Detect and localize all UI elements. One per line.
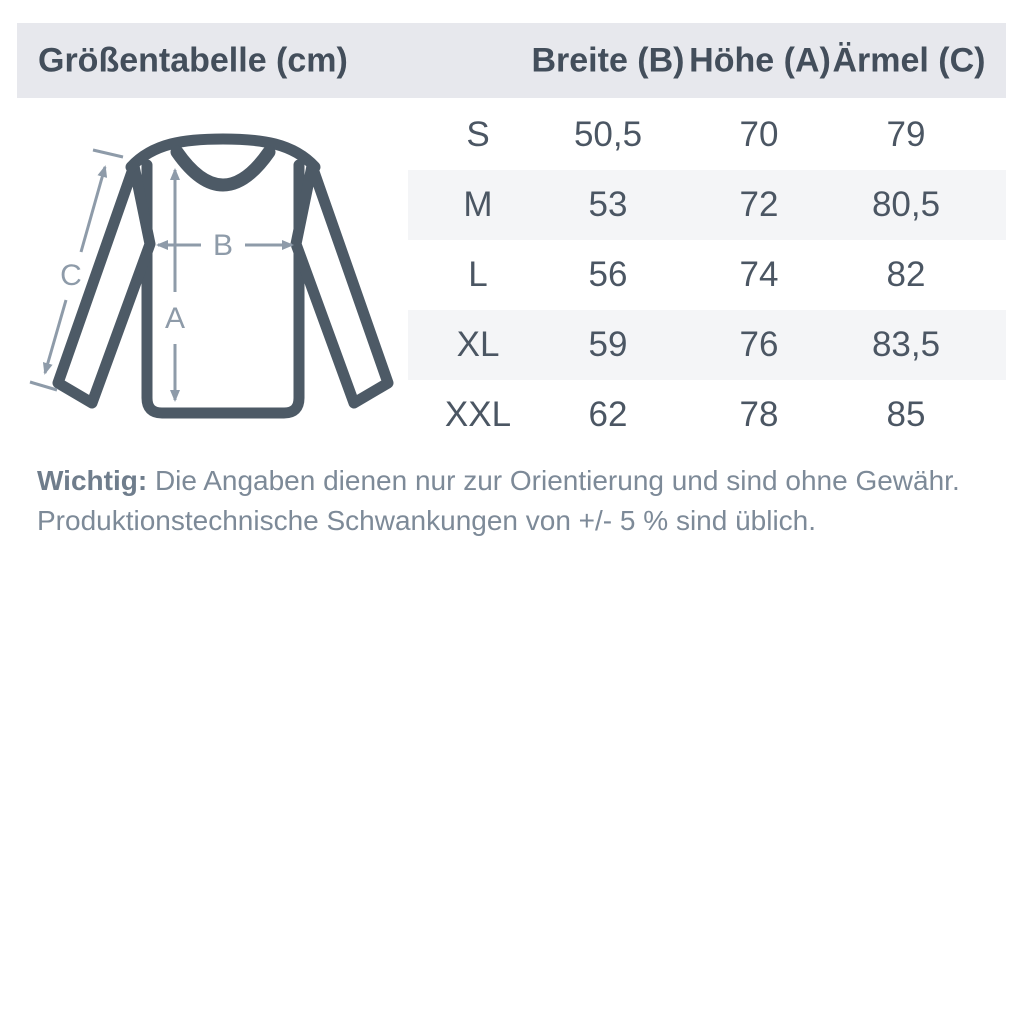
- note-line-1: Wichtig: Die Angaben dienen nur zur Orie…: [37, 465, 960, 496]
- cell-breite: 62: [588, 395, 628, 434]
- width-label: B: [213, 229, 233, 262]
- height-label: A: [165, 302, 185, 335]
- cell-aermel: 82: [886, 255, 926, 294]
- cell-aermel: 83,5: [871, 325, 941, 364]
- cell-hoehe: 72: [739, 185, 779, 224]
- sweater-outline: [52, 133, 394, 419]
- cell-size: S: [466, 115, 490, 154]
- cell-size: L: [468, 255, 488, 294]
- sweater-collar: [170, 145, 276, 192]
- cell-breite: 50,5: [573, 115, 643, 154]
- table-row-s: S 50,5 70 79: [408, 100, 1006, 170]
- cell-breite: 53: [588, 185, 628, 224]
- disclaimer-note: Wichtig: Die Angaben dienen nur zur Orie…: [37, 461, 1002, 541]
- sweater-sleeve-left: [52, 160, 156, 409]
- sleeve-tick-top: [92, 148, 124, 159]
- column-header-hoehe: Höhe (A): [689, 41, 831, 79]
- cell-breite: 56: [588, 255, 628, 294]
- sweater-sleeve-right: [290, 160, 394, 409]
- note-label: Wichtig:: [37, 465, 148, 496]
- sleeve-measure-arrow: [29, 148, 124, 392]
- cell-size: XXL: [444, 395, 512, 434]
- table-row-xxl: XXL 62 78 85: [408, 380, 1006, 450]
- cell-hoehe: 78: [739, 395, 779, 434]
- table-row-l: L 56 74 82: [408, 240, 1006, 310]
- cell-hoehe: 76: [739, 325, 779, 364]
- note-text-1: Die Angaben dienen nur zur Orientierung …: [154, 465, 960, 496]
- size-table: S 50,5 70 79 M 53 72 80,5 L 56 74 82 XL …: [408, 100, 1006, 450]
- cell-aermel: 80,5: [871, 185, 941, 224]
- cell-size: M: [463, 185, 493, 224]
- column-header-aermel: Ärmel (C): [832, 41, 986, 79]
- cell-aermel: 85: [886, 395, 926, 434]
- sleeve-tick-bottom: [29, 380, 58, 392]
- sweater-diagram: C B A: [29, 133, 394, 419]
- sweater-body: [141, 159, 305, 419]
- cell-size: XL: [456, 325, 500, 364]
- cell-hoehe: 70: [739, 115, 779, 154]
- sweater-shoulder-line: [125, 133, 321, 173]
- note-text-2: Produktionstechnische Schwankungen von +…: [37, 505, 817, 536]
- cell-hoehe: 74: [739, 255, 779, 294]
- column-header-breite: Breite (B): [531, 41, 685, 79]
- table-header: Größentabelle (cm) Breite (B) Höhe (A) Ä…: [17, 23, 1006, 98]
- table-row-m: M 53 72 80,5: [408, 170, 1006, 240]
- cell-aermel: 79: [886, 115, 926, 154]
- table-row-xl: XL 59 76 83,5: [408, 310, 1006, 380]
- page-title: Größentabelle (cm): [38, 41, 348, 79]
- sleeve-label: C: [60, 259, 82, 292]
- cell-breite: 59: [588, 325, 628, 364]
